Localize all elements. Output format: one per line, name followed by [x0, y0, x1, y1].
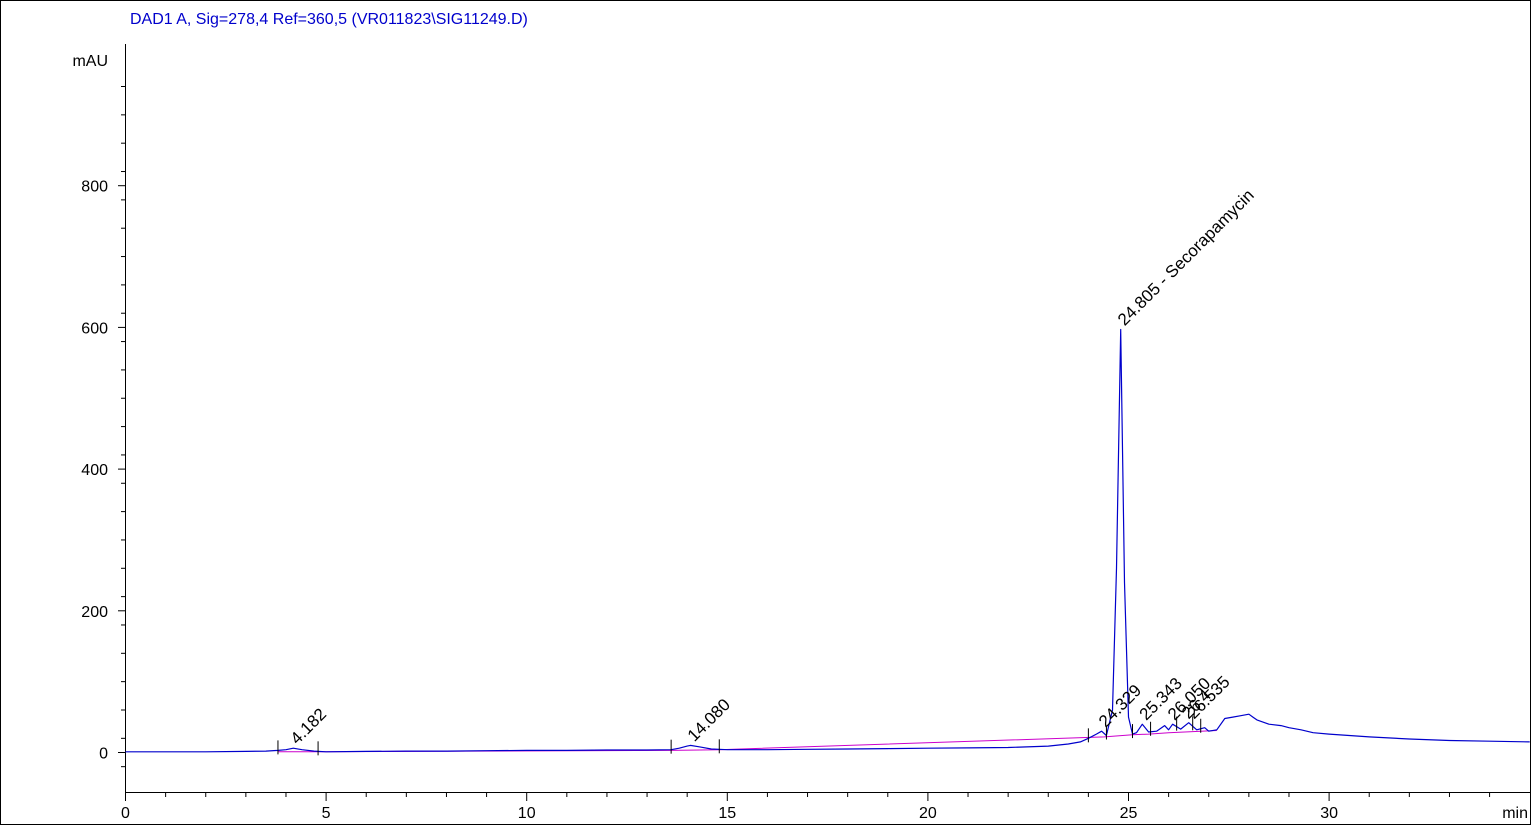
- peak-label: 24.329: [1095, 681, 1145, 731]
- x-tick-label: 10: [518, 805, 536, 822]
- x-axis-ticks: 0 5 10 15 20 25 30: [121, 792, 1491, 822]
- y-tick-label: 400: [81, 462, 108, 479]
- x-tick-label: 25: [1120, 805, 1138, 822]
- signal-line: [125, 328, 1530, 753]
- x-tick-label: 0: [121, 805, 130, 822]
- y-axis-unit: mAU: [72, 53, 108, 70]
- baseline-line: [278, 730, 1217, 753]
- peak-label: 24.805 - Secorapamycin: [1114, 186, 1258, 330]
- x-tick-label: 30: [1320, 805, 1338, 822]
- x-tick-label: 5: [322, 805, 331, 822]
- y-tick-label: 200: [81, 604, 108, 621]
- peak-label: 14.080: [684, 695, 734, 745]
- peak-label: 4.182: [287, 705, 331, 749]
- signal-trace: [125, 328, 1530, 753]
- y-tick-label: 0: [99, 746, 108, 763]
- x-tick-label: 15: [718, 805, 736, 822]
- y-axis-ticks: 0 200 400 600 800: [81, 86, 126, 768]
- chart-title: DAD1 A, Sig=278,4 Ref=360,5 (VR011823\SI…: [130, 11, 528, 28]
- y-tick-label: 800: [81, 179, 108, 196]
- y-tick-label: 600: [81, 320, 108, 337]
- integration-baseline: [278, 730, 1217, 753]
- x-axis-unit: min: [1502, 805, 1528, 822]
- integration-marks: [277, 716, 1202, 756]
- x-tick-label: 20: [919, 805, 937, 822]
